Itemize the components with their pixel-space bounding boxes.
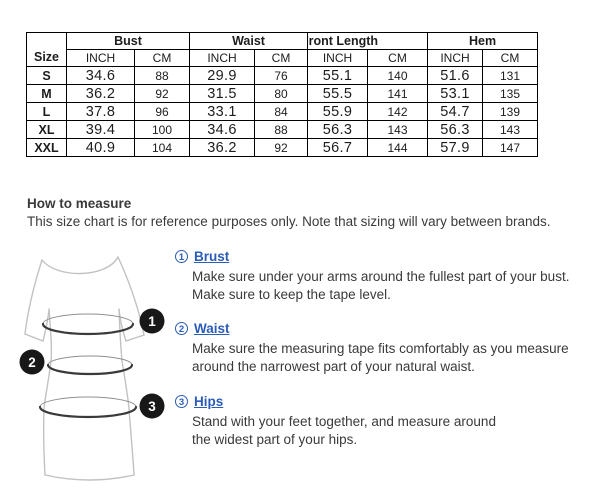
dress-outline <box>24 256 145 481</box>
size-cell: S <box>26 66 67 85</box>
value-cell: 139 <box>482 102 539 121</box>
hips-instruction-line: the widest part of your hips. <box>192 432 358 447</box>
bust-instruction-line: Make sure to keep the tape level. <box>192 287 391 302</box>
bust-instruction-line: Make sure under your arms around the ful… <box>192 269 570 284</box>
size-table: Size Bust Waist Front Length Hem INCH CM… <box>26 32 539 157</box>
group-header-waist: Waist <box>189 32 308 50</box>
value-cell: 36.2 <box>66 84 135 103</box>
value-cell: 135 <box>482 84 539 103</box>
hips-link[interactable]: Hips <box>194 394 224 409</box>
unit-header: INCH <box>189 49 255 67</box>
unit-header: CM <box>254 49 308 67</box>
value-cell: 37.8 <box>66 102 135 121</box>
table-row: L 37.8 96 33.1 84 55.9 142 54.7 139 <box>26 102 539 121</box>
group-header-bust: Bust <box>66 32 190 50</box>
section-waist-heading: 2 Waist <box>175 321 610 336</box>
value-cell: 53.1 <box>427 84 484 103</box>
value-cell: 56.7 <box>307 138 368 157</box>
value-cell: 131 <box>482 66 539 85</box>
measure-badge-3: 3 <box>139 393 165 419</box>
badge-number-1: 1 <box>148 314 156 329</box>
table-row: XXL 40.9 104 36.2 92 56.7 144 57.9 147 <box>26 138 539 157</box>
value-cell: 56.3 <box>307 120 368 139</box>
value-cell: 51.6 <box>427 66 484 85</box>
how-to-measure-title: How to measure <box>27 196 132 211</box>
dress-illustration: 1 2 3 <box>19 256 165 481</box>
value-cell: 84 <box>254 102 308 121</box>
hips-instruction-line: Stand with your feet together, and measu… <box>192 414 496 429</box>
value-cell: 55.5 <box>307 84 368 103</box>
value-cell: 31.5 <box>189 84 255 103</box>
how-to-measure-subtitle: This size chart is for reference purpose… <box>27 214 551 229</box>
size-cell: XXL <box>26 138 67 157</box>
value-cell: 33.1 <box>189 102 255 121</box>
group-header-hem: Hem <box>427 32 539 50</box>
value-cell: 56.3 <box>427 120 484 139</box>
bust-tape-ellipse <box>41 313 135 336</box>
size-cell: M <box>26 84 67 103</box>
value-cell: 144 <box>366 138 429 157</box>
value-cell: 96 <box>134 102 190 121</box>
unit-header: INCH <box>66 49 135 67</box>
waist-tape-ellipse <box>46 355 134 376</box>
unit-header: INCH <box>307 49 368 67</box>
badge-number-3: 3 <box>148 399 156 414</box>
section-bust: 1 Brust Make sure under your arms around… <box>175 249 610 304</box>
value-cell: 104 <box>134 138 190 157</box>
hips-tape-ellipse <box>38 396 138 419</box>
table-row: XL 39.4 100 34.6 88 56.3 143 56.3 143 <box>26 120 539 139</box>
value-cell: 55.9 <box>307 102 368 121</box>
value-cell: 142 <box>366 102 429 121</box>
table-row: M 36.2 92 31.5 80 55.5 141 53.1 135 <box>26 84 539 103</box>
table-row: S 34.6 88 29.9 76 55.1 140 51.6 131 <box>26 66 539 85</box>
circled-number-3: 3 <box>175 395 188 408</box>
value-cell: 140 <box>366 66 429 85</box>
unit-header: CM <box>366 49 429 67</box>
value-cell: 92 <box>254 138 308 157</box>
value-cell: 54.7 <box>427 102 484 121</box>
measure-badge-2: 2 <box>19 349 45 375</box>
value-cell: 34.6 <box>189 120 255 139</box>
value-cell: 88 <box>134 66 190 85</box>
value-cell: 36.2 <box>189 138 255 157</box>
front-length-label: Front Length <box>307 34 379 48</box>
size-cell: L <box>26 102 67 121</box>
value-cell: 39.4 <box>66 120 135 139</box>
size-cell: XL <box>26 120 67 139</box>
section-bust-heading: 1 Brust <box>175 249 610 264</box>
value-cell: 100 <box>134 120 190 139</box>
value-cell: 143 <box>366 120 429 139</box>
bust-link[interactable]: Brust <box>194 249 230 264</box>
value-cell: 92 <box>134 84 190 103</box>
value-cell: 143 <box>482 120 539 139</box>
value-cell: 88 <box>254 120 308 139</box>
badge-number-2: 2 <box>28 355 36 370</box>
waist-instruction-line: around the narrowest part of your natura… <box>192 359 475 374</box>
value-cell: 57.9 <box>427 138 484 157</box>
value-cell: 147 <box>482 138 539 157</box>
value-cell: 80 <box>254 84 308 103</box>
value-cell: 141 <box>366 84 429 103</box>
unit-header: CM <box>134 49 190 67</box>
value-cell: 55.1 <box>307 66 368 85</box>
value-cell: 34.6 <box>66 66 135 85</box>
value-cell: 76 <box>254 66 308 85</box>
waist-link[interactable]: Waist <box>194 321 230 336</box>
waist-instruction-line: Make sure the measuring tape fits comfor… <box>192 341 569 356</box>
section-waist: 2 Waist Make sure the measuring tape fit… <box>175 321 610 376</box>
value-cell: 40.9 <box>66 138 135 157</box>
size-column-header: Size <box>26 32 67 67</box>
section-hips: 3 Hips Stand with your feet together, an… <box>175 394 610 449</box>
group-header-front-length: Front Length <box>306 32 429 50</box>
unit-header: CM <box>482 49 539 67</box>
unit-header: INCH <box>427 49 484 67</box>
value-cell: 29.9 <box>189 66 255 85</box>
measure-badge-1: 1 <box>139 308 165 334</box>
section-hips-heading: 3 Hips <box>175 394 610 409</box>
circled-number-1: 1 <box>175 250 188 263</box>
circled-number-2: 2 <box>175 322 188 335</box>
